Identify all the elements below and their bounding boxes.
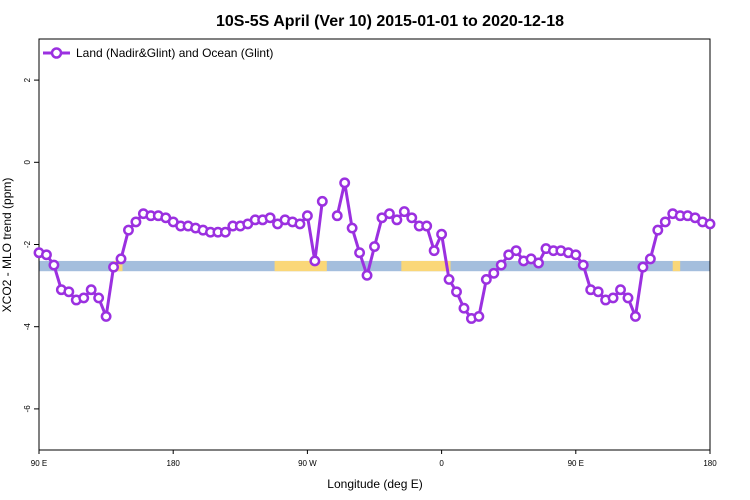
data-point <box>123 224 134 236</box>
data-point <box>264 212 276 224</box>
data-point <box>48 259 60 271</box>
series-line <box>335 181 711 320</box>
data-point <box>622 292 634 304</box>
data-point <box>361 269 373 281</box>
data-point <box>577 259 589 271</box>
data-point <box>369 241 380 253</box>
land-band-segment <box>274 260 327 272</box>
series-layer <box>33 177 716 324</box>
data-point <box>301 210 313 222</box>
x-tick-label: 180 <box>167 459 181 468</box>
data-point <box>354 247 366 259</box>
data-point <box>659 216 671 228</box>
legend: Land (Nadir&Glint) and Ocean (Glint) <box>43 46 273 60</box>
x-tick-label: 180 <box>703 459 717 468</box>
data-point <box>510 245 522 257</box>
data-point <box>63 286 75 298</box>
x-tick-label: 90 W <box>298 459 317 468</box>
data-point <box>391 214 403 226</box>
data-point <box>570 249 582 261</box>
y-tick-label: -2 <box>23 240 32 248</box>
data-point <box>346 222 358 234</box>
x-tick-label: 90 E <box>568 459 584 468</box>
data-point <box>331 210 343 222</box>
data-point <box>644 253 656 265</box>
data-point <box>316 195 328 207</box>
data-point <box>41 249 52 261</box>
data-point <box>383 208 395 220</box>
y-tick-label: -6 <box>23 405 32 413</box>
x-tick-label: 0 <box>439 459 444 468</box>
legend-swatch-marker <box>50 47 63 59</box>
band-layer <box>39 260 710 272</box>
data-point <box>451 286 462 298</box>
y-axis-label: XCO2 - MLO trend (ppm) <box>0 178 14 313</box>
x-tick-label: 90 E <box>31 459 47 468</box>
data-point <box>100 310 112 322</box>
ocean-band <box>39 260 710 272</box>
data-point <box>428 245 440 257</box>
chart-title: 10S-5S April (Ver 10) 2015-01-01 to 2020… <box>216 13 564 30</box>
data-point <box>436 228 448 240</box>
data-point <box>652 224 664 236</box>
data-point <box>115 253 127 265</box>
y-tick-label: -4 <box>23 323 32 331</box>
land-band-segment <box>401 260 451 272</box>
y-axis: 2 0 -2 -4 -6 <box>23 77 39 412</box>
data-point <box>473 310 485 322</box>
data-point <box>294 218 306 230</box>
data-point <box>607 292 619 304</box>
data-point <box>398 206 410 218</box>
y-tick-label: 0 <box>23 160 32 165</box>
x-axis-label: Longitude (deg E) <box>327 477 422 491</box>
data-point <box>78 292 90 304</box>
data-point <box>85 284 97 296</box>
data-point <box>592 286 604 298</box>
data-point <box>704 218 716 230</box>
data-point <box>443 273 455 285</box>
data-point <box>480 273 492 285</box>
data-point <box>219 226 231 238</box>
data-point <box>93 292 105 304</box>
legend-label: Land (Nadir&Glint) and Ocean (Glint) <box>76 46 273 60</box>
data-point <box>637 261 649 273</box>
data-point <box>309 255 321 267</box>
data-point <box>488 267 500 279</box>
data-point <box>629 310 641 322</box>
data-point <box>130 216 142 228</box>
data-point <box>108 261 120 273</box>
x-axis: 90 E 180 90 W 0 90 E 180 <box>31 450 717 468</box>
data-point <box>421 220 433 232</box>
y-tick-label: 2 <box>23 77 32 82</box>
data-point <box>615 284 626 296</box>
data-point <box>406 212 418 224</box>
data-point <box>533 257 544 269</box>
data-point <box>495 259 507 271</box>
data-point <box>339 177 351 189</box>
land-band-segment <box>672 260 681 272</box>
data-point <box>458 302 470 314</box>
